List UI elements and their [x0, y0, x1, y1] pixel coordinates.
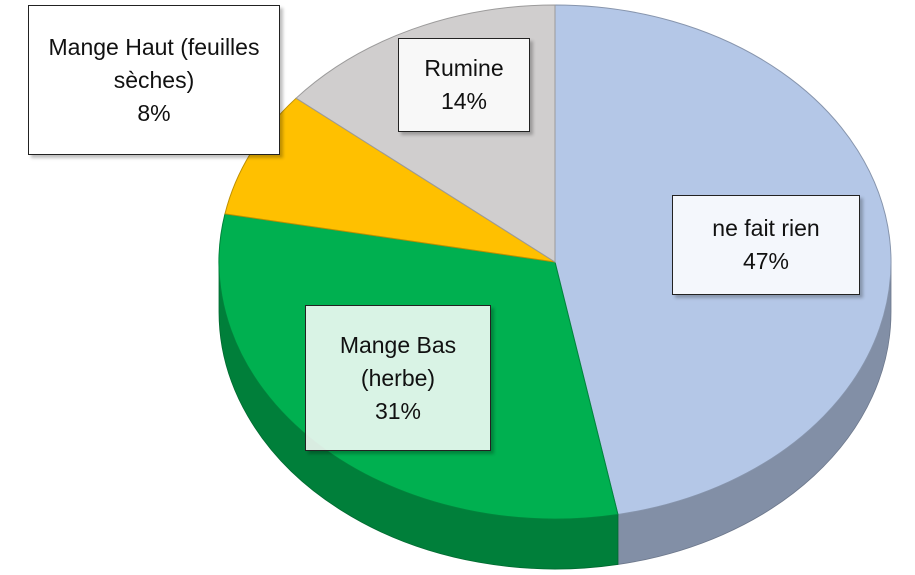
data-label: Mange Bas (herbe) 31%	[305, 305, 491, 451]
data-label: Mange Haut (feuilles sèches) 8%	[28, 5, 280, 155]
label-name: Rumine	[424, 55, 504, 81]
label-value: 47%	[742, 248, 790, 274]
label-name: Mange Bas (herbe)	[339, 331, 457, 391]
data-label: ne fait rien 47%	[672, 195, 860, 295]
label-name: ne fait rien	[712, 215, 820, 241]
label-name: Mange Haut (feuilles sèches)	[48, 33, 260, 93]
data-label: Rumine 14%	[398, 38, 530, 132]
label-value: 31%	[374, 397, 422, 424]
label-value: 14%	[440, 88, 488, 114]
label-value: 8%	[137, 99, 171, 126]
